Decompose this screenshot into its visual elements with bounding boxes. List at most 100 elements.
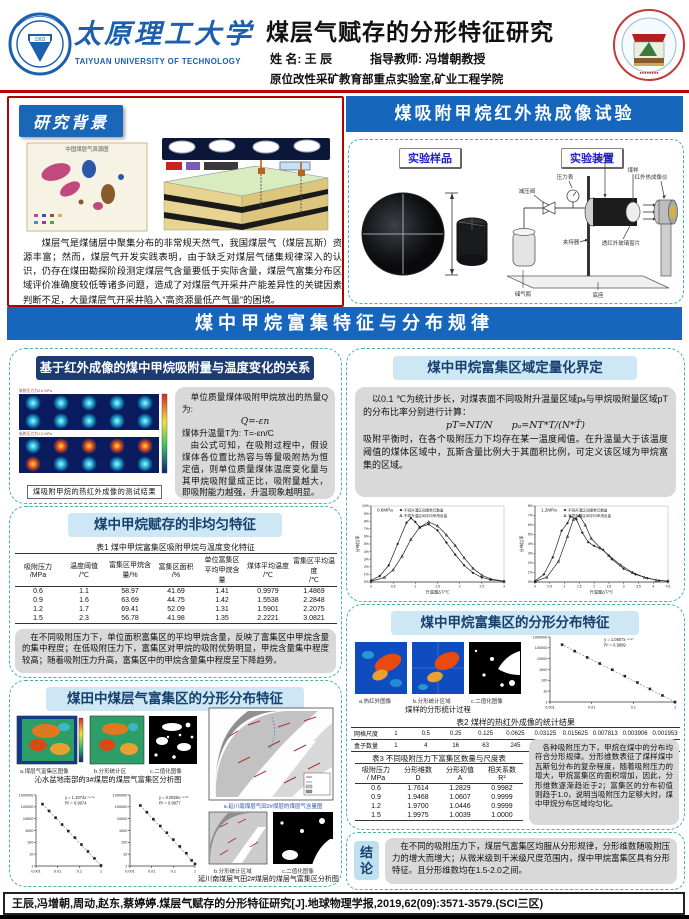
qinshui-binary-image xyxy=(149,716,197,764)
svg-text:分布比率: 分布比率 xyxy=(355,536,361,553)
university-logo-icon: 1902 xyxy=(8,12,72,76)
main-section-banner: 煤中甲烷富集特征与分布规律 xyxy=(7,307,682,340)
nonuniform-text: 在不同吸附压力下，单位面积富集区的平均甲烷含量，反映了富集区中甲烷含量的集中程度… xyxy=(22,632,329,665)
svg-text:3%: 3% xyxy=(528,552,533,556)
sample-label: 实验样品 xyxy=(399,148,462,169)
table-row: 1.2 1.9700 1.0446 0.9999 xyxy=(371,803,513,810)
methane-temperature-table: 吸附压力/MPa 温度阈值/℃ 富集区甲烷含 量/% 富集区面积/% 单位富集区 平均甲烷含… xyxy=(15,553,337,624)
coal-sample-photo-image xyxy=(361,192,488,276)
svg-text:8%: 8% xyxy=(528,504,533,508)
table-header: 煤体平均温度/℃ xyxy=(245,553,291,587)
poster-title: 煤层气赋存的分形特征研究 xyxy=(266,19,554,46)
svg-text:0.1: 0.1 xyxy=(77,870,82,874)
svg-text:1: 1 xyxy=(31,864,33,868)
svg-text:10000: 10000 xyxy=(537,657,548,661)
svg-text:5%: 5% xyxy=(528,533,533,537)
yanchuan-subcap-c: c.二值化图像 xyxy=(282,869,314,875)
svg-text:0.001: 0.001 xyxy=(125,870,135,874)
svg-text:100000: 100000 xyxy=(535,646,548,650)
table-header: 单位富集区 平均甲烷含量 xyxy=(199,553,245,587)
sample-process-caption: 煤样的分形统计过程 xyxy=(405,705,471,714)
ir-line3: 由公式可知，在吸附过程中，假设煤体各位置比热容与等量吸附热为恒定值，则单位质量煤… xyxy=(182,439,328,498)
svg-text:透红外玻璃窗片: 透红外玻璃窗片 xyxy=(602,239,641,247)
table3-caption: 表3 不同吸附压力下富集区数量与尺度表 xyxy=(372,754,506,763)
nonuniform-textbox: 在不同吸附压力下，单位面积富集区的平均甲烷含量，反映了富集区中甲烷含量的集中程度… xyxy=(15,629,336,673)
svg-text:R² = 0.9877: R² = 0.9877 xyxy=(159,801,181,806)
table-header: 相关系数 R² xyxy=(481,763,523,784)
svg-text:不同升温区间平均甲烷含量: 不同升温区间平均甲烷含量 xyxy=(404,513,448,518)
svg-text:1%: 1% xyxy=(528,571,533,575)
device-label: 实验装置 xyxy=(561,148,624,169)
svg-text:4: 4 xyxy=(652,585,654,589)
qinshui-caption: 沁水盆地南部的3#煤层的煤层气富集区分析图 xyxy=(34,775,182,784)
svg-text:压力表: 压力表 xyxy=(557,173,574,181)
qinshui-subcap-b: b.分形统计区 xyxy=(94,769,127,775)
svg-text:10: 10 xyxy=(123,853,127,857)
svg-text:100: 100 xyxy=(27,841,33,845)
svg-text:1: 1 xyxy=(545,700,547,704)
ir-images-caption: 煤吸附甲烷的热红外成像的测试结果 xyxy=(27,485,163,499)
qinshui-statistic-region-image xyxy=(89,715,145,765)
svg-text:夹持器: 夹持器 xyxy=(563,238,580,246)
svg-text:10: 10 xyxy=(543,690,547,694)
svg-text:不同升温区间平均甲烷含量: 不同升温区间平均甲烷含量 xyxy=(568,513,612,518)
sample-ir-image xyxy=(355,642,407,694)
svg-text:0.001: 0.001 xyxy=(545,706,555,710)
conclusion-textbox: 在不同的吸附压力下，煤层气富集区均服从分形规律，分形维数随吸附压力的增大而增大；… xyxy=(385,838,677,884)
china-cbm-map-image: 中国煤层气资源图 xyxy=(26,142,148,232)
conclusion-panel: 结论 在不同的吸附压力下，煤层气富集区均服从分形规律，分形维数随吸附压力的增大而… xyxy=(346,832,685,890)
svg-text:4%: 4% xyxy=(364,550,369,554)
svg-text:1000000: 1000000 xyxy=(19,793,34,797)
svg-text:3: 3 xyxy=(503,585,505,589)
table-row: 0.6 1.1 58.97 41.69 1.41 0.9979 1.4869 xyxy=(33,588,325,595)
svg-text:减压阀: 减压阀 xyxy=(519,187,536,195)
svg-text:1: 1 xyxy=(125,864,127,868)
svg-text:0.001: 0.001 xyxy=(31,870,41,874)
table-header: 吸附压力/MPa xyxy=(15,553,61,587)
yanchuan-caption: 延川南煤层气田2#煤层的煤层气富集区分析图 xyxy=(198,876,339,883)
svg-text:升温量ΔT/℃: 升温量ΔT/℃ xyxy=(426,589,450,596)
ir-temperature-panel: 基于红外成像的煤中甲烷吸附量与温度变化的关系 吸附压力为0.6 MPa xyxy=(9,348,342,504)
background-text: 煤层气是煤储层中聚集分布的非常规天然气，我国煤层气（煤层瓦斯）资源丰富；然而，煤… xyxy=(23,238,342,305)
svg-text:4.5: 4.5 xyxy=(666,585,671,589)
table-row: 0.9 1.9468 1.0607 0.9999 xyxy=(371,794,513,801)
svg-text:1%: 1% xyxy=(364,573,369,577)
svg-text:升温量ΔT/℃: 升温量ΔT/℃ xyxy=(590,589,614,596)
ir-line1: 单位质量煤体吸附甲烷放出的热量Q为: xyxy=(182,392,328,414)
svg-text:2: 2 xyxy=(593,585,595,589)
svg-text:2%: 2% xyxy=(364,565,369,569)
ir-theory-textbox: 单位质量煤体吸附甲烷放出的热量Q为: Q=-εn 煤体升温量T为: T=-εn/… xyxy=(175,387,335,499)
sample-statistic-region-image xyxy=(412,642,464,694)
fractal-dimension-table: 吸附压力 / MPa 分形维数 D 分形初值 A 相关系数 R² 0.6 1.7614 1.2829… xyxy=(355,763,523,821)
quantification-textbox: 以0.1 ℃为统计步长，对煤表面不同吸附升温量区域pₐ与甲烷吸附量区域pT的分布… xyxy=(355,387,676,497)
svg-text:0.01: 0.01 xyxy=(588,706,595,710)
svg-text:0.5: 0.5 xyxy=(547,585,552,589)
ir-thermal-images: 吸附压力为0.6 MPa 吸附压力为1.2 MPa xyxy=(19,388,168,474)
table-row: 1.2 1.7 69.41 52.09 1.31 1.5901 2.2075 xyxy=(33,606,325,613)
yanchuan-subcap-b: b.分形统计区域 xyxy=(214,869,252,875)
background-title: 研究背景 xyxy=(19,105,124,137)
reference-bar: 王辰,冯增朝,周动,赵东,蔡婷婷.煤层气赋存的分形特征研究[J].地球物理学报,… xyxy=(3,892,685,915)
svg-text:吸附压力为1.2 MPa: 吸附压力为1.2 MPa xyxy=(19,431,53,436)
svg-text:煤样: 煤样 xyxy=(627,166,639,174)
svg-text:2%: 2% xyxy=(528,561,533,565)
svg-text:100: 100 xyxy=(541,679,547,683)
table1-caption: 表1 煤中甲烷富集区吸附甲烷与温度变化特征 xyxy=(96,543,255,552)
svg-text:3.5: 3.5 xyxy=(636,585,641,589)
yanchuan-binary-image xyxy=(273,812,334,865)
sample-fractal-panel: 煤中甲烷富集区的分形分布特征 a.热红外图像 b.分形统计区域 c xyxy=(346,604,685,830)
quant-text2: 吸附平衡时，在各个吸附压力下均存在某一温度阈值。在升温量大于该温度阈值的煤体区域… xyxy=(363,433,668,470)
author-row: 姓 名: 王 辰 指导教师: 冯增朝教授 xyxy=(270,50,610,67)
svg-text:1000: 1000 xyxy=(539,668,547,672)
svg-text:y = 1.0807x⁻¹·⁸⁷: y = 1.0807x⁻¹·⁸⁷ xyxy=(604,637,634,642)
nonuniform-title: 煤中甲烷赋存的非均匀特征 xyxy=(68,513,282,537)
svg-text:9%: 9% xyxy=(364,512,369,516)
svg-text:10%: 10% xyxy=(362,504,369,508)
svg-text:100000: 100000 xyxy=(115,805,128,809)
svg-text:5%: 5% xyxy=(364,542,369,546)
sample-binary-image xyxy=(469,642,521,694)
svg-text:1: 1 xyxy=(414,585,416,589)
header: 1902 太原理工大学 TAIYUAN UNIVERSITY OF TECHNO… xyxy=(0,0,689,93)
svg-text:0.6MPa: 0.6MPa xyxy=(377,508,393,513)
